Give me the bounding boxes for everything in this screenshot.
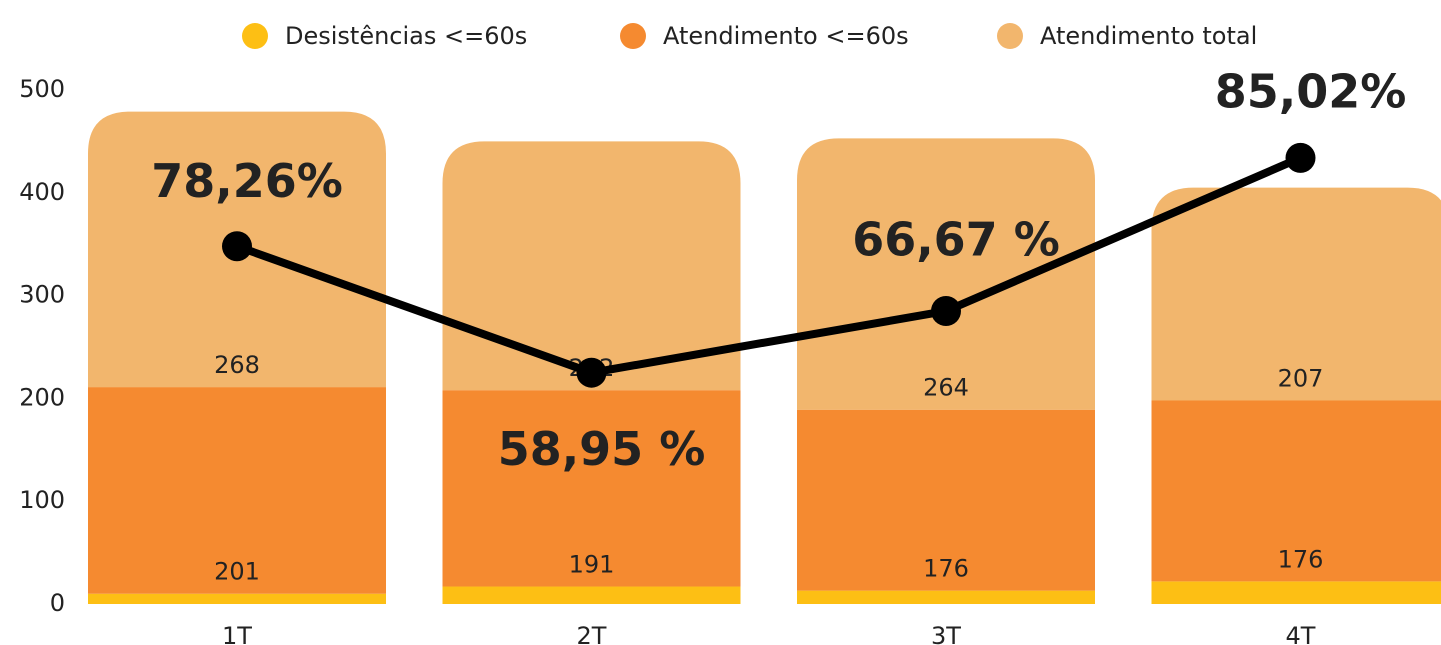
data-label: 191 [569,551,615,579]
x-tick-label: 1T [222,622,252,645]
y-tick-label: 400 [19,178,65,206]
bar-segment [797,138,1095,410]
bar-segment [1151,581,1441,604]
line-point [1285,142,1316,173]
annotation: 66,67 % [852,213,1060,267]
annotation: 85,02% [1215,64,1407,118]
annotation: 78,26% [151,154,343,208]
bar-segment [442,586,741,604]
data-label: 176 [923,555,969,583]
data-label: 264 [923,374,969,402]
bar-segment [88,387,386,594]
bar-segment [1151,400,1441,582]
legend-swatch [242,23,268,49]
bar-segment [442,141,741,391]
y-tick-label: 500 [19,75,65,103]
legend-label: Atendimento total [1040,22,1257,50]
y-tick-label: 0 [50,589,65,617]
x-tick-label: 2T [577,622,607,645]
data-label: 201 [214,558,260,586]
y-tick-label: 300 [19,281,65,309]
legend-swatch [620,23,646,49]
bar-segment [1151,187,1441,401]
line-point [222,231,252,262]
line [235,154,1303,377]
bar-segment [442,390,741,587]
x-tick-label: 4T [1286,622,1316,645]
legend-label: Atendimento <=60s [663,22,909,50]
data-label: 268 [214,351,260,379]
bar-segment [797,409,1095,591]
data-label: 176 [1278,545,1324,573]
y-tick-label: 100 [19,486,65,514]
bar-segment [88,593,386,604]
legend-label: Desistências <=60s [285,22,527,50]
line-point [576,357,607,388]
x-tick-label: 3T [931,622,961,645]
annotation: 58,95 % [498,422,706,476]
line-point [931,296,961,327]
bar-segment [797,590,1095,604]
legend-swatch [997,23,1023,49]
data-label: 207 [1278,364,1324,392]
y-tick-label: 200 [19,383,65,411]
